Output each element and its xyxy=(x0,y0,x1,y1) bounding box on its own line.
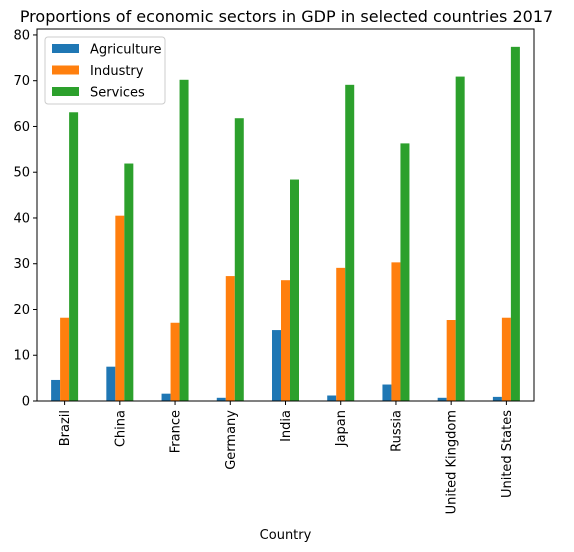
y-tick-label: 40 xyxy=(13,211,30,226)
x-axis: Brazil China France Germany India Japan Russia… xyxy=(58,401,515,514)
bar-industry-china xyxy=(115,215,125,401)
plot-frame xyxy=(36,28,535,402)
bar-services-brazil xyxy=(69,112,79,401)
legend-label-services: Services xyxy=(90,86,145,101)
bar-industry-russia xyxy=(391,262,401,401)
bar-industry-india xyxy=(281,280,290,401)
x-tick-label: France xyxy=(169,410,184,453)
y-tick-label: 20 xyxy=(13,303,30,318)
y-tick-label: 0 xyxy=(22,395,30,410)
y-tick-label: 30 xyxy=(13,257,30,272)
bar-services-china xyxy=(124,163,134,401)
y-tick-label: 50 xyxy=(13,166,30,181)
y-tick-label: 80 xyxy=(13,28,30,43)
legend: Agriculture Industry Services xyxy=(44,36,166,105)
bar-agriculture-united-states xyxy=(492,396,502,401)
x-tick-label: Germany xyxy=(224,410,239,470)
y-tick-label: 70 xyxy=(13,74,30,89)
bar-industry-brazil xyxy=(60,317,70,401)
x-tick-label: Japan xyxy=(334,410,349,447)
y-tick-label: 60 xyxy=(13,120,30,135)
chart-title: Proportions of economic sectors in GDP i… xyxy=(20,7,553,26)
bar-services-germany xyxy=(234,118,244,401)
bar-agriculture-russia xyxy=(382,384,392,401)
legend-label-industry: Industry xyxy=(90,64,144,79)
y-tick-label: 10 xyxy=(13,349,30,364)
bar-industry-germany xyxy=(225,276,235,401)
legend-swatch-agriculture xyxy=(52,44,79,53)
y-axis: 0 10 20 30 40 50 60 70 80 xyxy=(13,28,37,410)
bar-agriculture-india xyxy=(272,330,281,401)
x-tick-label: China xyxy=(113,410,128,447)
legend-swatch-industry xyxy=(52,65,79,75)
bar-services-russia xyxy=(400,143,410,401)
bar-services-france xyxy=(179,79,189,401)
bar-agriculture-china xyxy=(106,366,116,401)
x-tick-label: Russia xyxy=(389,410,404,452)
bar-services-united-kingdom xyxy=(455,76,465,401)
bar-services-united-states xyxy=(510,46,520,401)
bar-industry-japan xyxy=(336,267,346,401)
bar-agriculture-germany xyxy=(216,397,226,401)
bar-services-india xyxy=(290,179,299,401)
legend-label-agriculture: Agriculture xyxy=(90,43,162,58)
bar-services-japan xyxy=(345,84,355,401)
bar-agriculture-brazil xyxy=(51,379,61,401)
bar-industry-france xyxy=(170,322,180,401)
x-tick-label: United States xyxy=(500,410,515,498)
bar-agriculture-japan xyxy=(327,395,337,401)
bar-agriculture-united-kingdom xyxy=(437,397,447,401)
x-tick-label: Brazil xyxy=(58,410,73,446)
x-tick-label: United Kingdom xyxy=(445,410,460,514)
bars-group xyxy=(51,46,520,401)
x-axis-title: Country xyxy=(260,528,312,543)
bar-industry-united-states xyxy=(501,317,511,401)
bar-agriculture-france xyxy=(161,393,171,401)
x-tick-label: India xyxy=(279,410,294,442)
legend-swatch-services xyxy=(52,87,79,96)
bar-industry-united-kingdom xyxy=(446,320,456,401)
